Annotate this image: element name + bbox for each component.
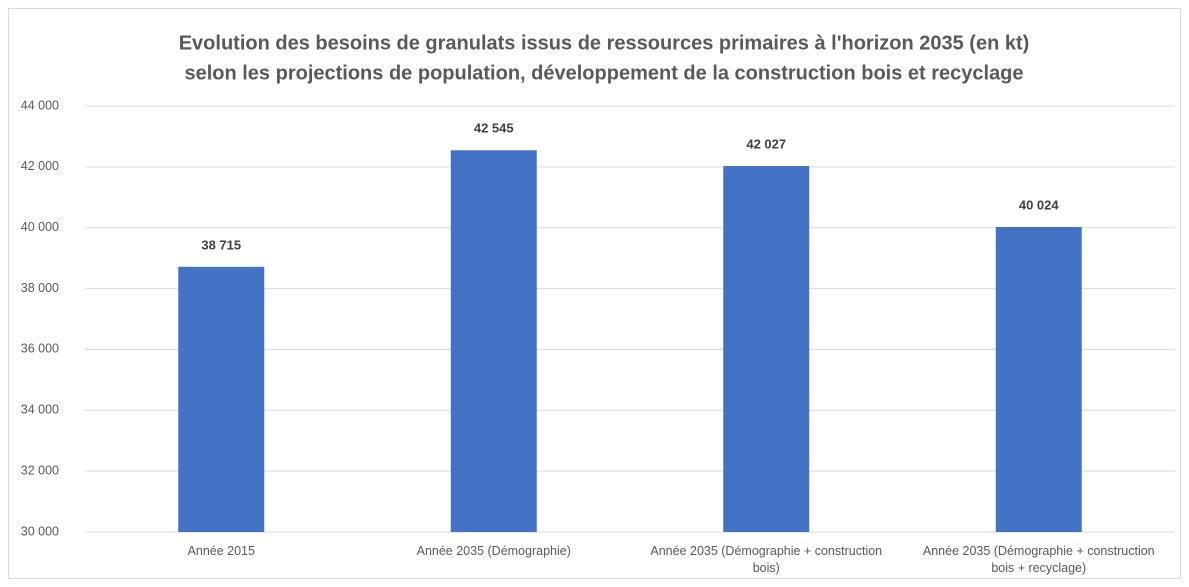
bar xyxy=(723,166,810,532)
x-tick-label: Année 2015 xyxy=(187,544,255,558)
bar xyxy=(178,266,265,532)
chart-title: selon les projections de population, dév… xyxy=(184,62,1023,84)
data-label: 42 545 xyxy=(474,121,514,136)
y-tick-label: 30 000 xyxy=(21,524,59,538)
chart-title: Evolution des besoins de granulats issus… xyxy=(179,32,1030,54)
data-label: 42 027 xyxy=(746,136,786,151)
y-tick-label: 40 000 xyxy=(21,220,59,234)
x-tick-label: Année 2035 (Démographie + construction b… xyxy=(922,544,1155,575)
x-tick-label: Année 2035 (Démographie + construction b… xyxy=(650,544,883,575)
x-tick-label: Année 2035 (Démographie) xyxy=(416,544,571,558)
y-tick-label: 36 000 xyxy=(21,342,59,356)
y-tick-label: 32 000 xyxy=(21,463,59,477)
y-tick-label: 42 000 xyxy=(21,159,59,173)
data-label: 40 024 xyxy=(1019,197,1060,212)
y-tick-label: 38 000 xyxy=(21,281,59,295)
data-label: 38 715 xyxy=(201,237,241,252)
y-tick-label: 44 000 xyxy=(21,98,59,112)
bar xyxy=(450,150,537,533)
y-tick-label: 34 000 xyxy=(21,403,59,417)
bar xyxy=(995,226,1082,532)
